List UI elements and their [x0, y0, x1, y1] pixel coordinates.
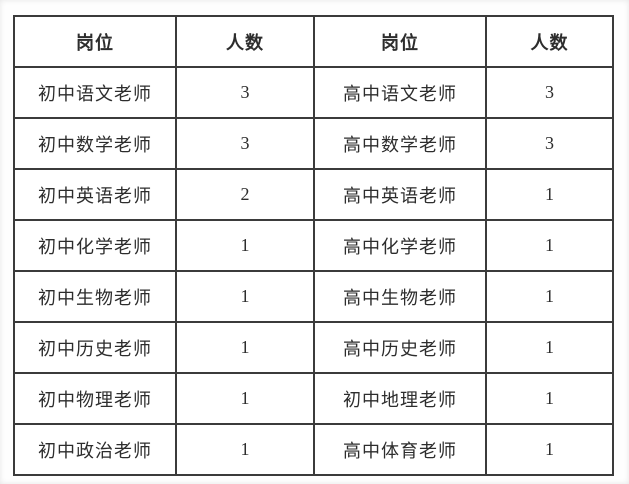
count-cell: 1: [485, 423, 614, 476]
position-cell: 高中化学老师: [313, 219, 487, 272]
position-cell: 初中政治老师: [13, 423, 177, 476]
table-row: 初中化学老师 1 高中化学老师 1: [13, 219, 614, 272]
header-count-right: 人数: [485, 15, 614, 68]
count-cell: 1: [175, 423, 315, 476]
position-cell: 初中生物老师: [13, 270, 177, 323]
count-cell: 1: [175, 372, 315, 425]
position-cell: 初中历史老师: [13, 321, 177, 374]
header-count-left: 人数: [175, 15, 315, 68]
header-position-left: 岗位: [13, 15, 177, 68]
count-cell: 1: [485, 168, 614, 221]
position-cell: 初中地理老师: [313, 372, 487, 425]
count-cell: 3: [175, 117, 315, 170]
position-cell: 高中生物老师: [313, 270, 487, 323]
table-row: 初中生物老师 1 高中生物老师 1: [13, 270, 614, 323]
recruitment-positions-table: 岗位 人数 岗位 人数 初中语文老师 3 高中语文老师 3 初中数学老师 3 高中数学老师 3…: [13, 15, 614, 476]
header-row: 岗位 人数 岗位 人数: [13, 15, 614, 68]
count-cell: 1: [485, 219, 614, 272]
position-cell: 高中语文老师: [313, 66, 487, 119]
count-cell: 3: [485, 117, 614, 170]
count-cell: 3: [175, 66, 315, 119]
header-position-right: 岗位: [313, 15, 487, 68]
position-cell: 初中英语老师: [13, 168, 177, 221]
position-cell: 高中历史老师: [313, 321, 487, 374]
count-cell: 1: [175, 219, 315, 272]
position-cell: 初中化学老师: [13, 219, 177, 272]
count-cell: 2: [175, 168, 315, 221]
table-row: 初中政治老师 1 高中体育老师 1: [13, 423, 614, 476]
count-cell: 1: [175, 270, 315, 323]
position-cell: 高中体育老师: [313, 423, 487, 476]
position-cell: 初中物理老师: [13, 372, 177, 425]
position-cell: 初中数学老师: [13, 117, 177, 170]
position-cell: 高中数学老师: [313, 117, 487, 170]
table-row: 初中数学老师 3 高中数学老师 3: [13, 117, 614, 170]
position-cell: 高中英语老师: [313, 168, 487, 221]
count-cell: 1: [175, 321, 315, 374]
table-row: 初中历史老师 1 高中历史老师 1: [13, 321, 614, 374]
table-row: 初中英语老师 2 高中英语老师 1: [13, 168, 614, 221]
count-cell: 1: [485, 270, 614, 323]
table-row: 初中语文老师 3 高中语文老师 3: [13, 66, 614, 119]
table-header: 岗位 人数 岗位 人数: [13, 15, 614, 68]
table-row: 初中物理老师 1 初中地理老师 1: [13, 372, 614, 425]
count-cell: 1: [485, 321, 614, 374]
position-cell: 初中语文老师: [13, 66, 177, 119]
table-body: 初中语文老师 3 高中语文老师 3 初中数学老师 3 高中数学老师 3 初中英语老师 2 高中英语老…: [13, 66, 614, 476]
count-cell: 1: [485, 372, 614, 425]
count-cell: 3: [485, 66, 614, 119]
